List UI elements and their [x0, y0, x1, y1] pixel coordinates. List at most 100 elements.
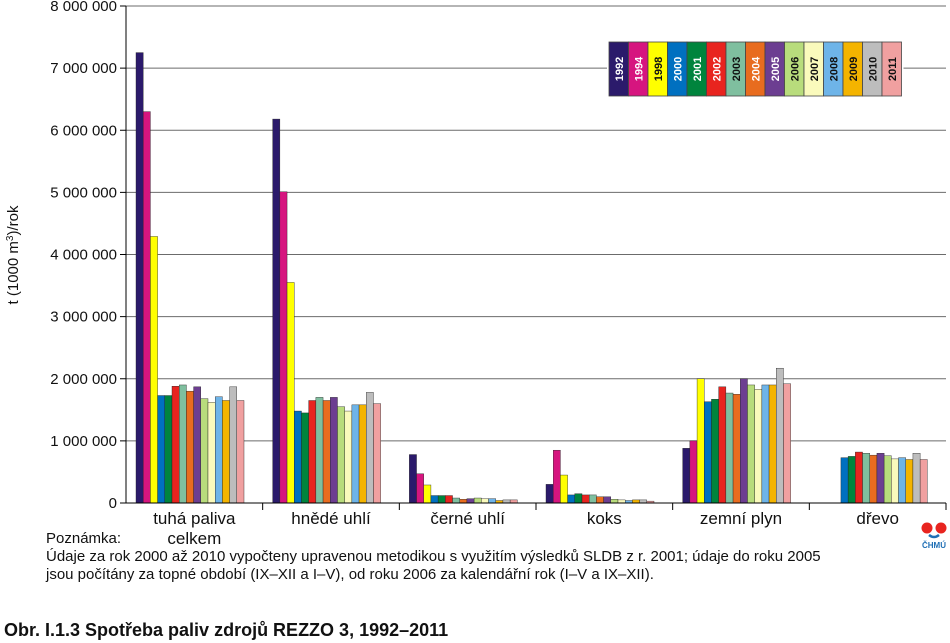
bar-2004-5: [869, 454, 878, 504]
bar-2008-2: [488, 498, 496, 504]
y-tick-labels: 0 1 000 000 2 000 000 3 000 000 4 000 000 5 0…: [50, 0, 117, 512]
bar-2000-2: [430, 495, 439, 504]
y-tick-label: 8 000 000: [50, 0, 117, 15]
legend-label-2001: 2001: [692, 57, 704, 81]
bar-2001-0: [164, 395, 173, 504]
bar-2005-1: [330, 397, 338, 504]
legend-label-2005: 2005: [770, 57, 782, 81]
bar-1994-2: [416, 473, 424, 504]
bars: [135, 52, 928, 504]
bar-2010-5: [912, 453, 921, 504]
bar-2000-3: [567, 494, 575, 504]
legend-label-2003: 2003: [731, 57, 743, 81]
bar-2010-0: [229, 386, 238, 504]
bar-2006-5: [883, 455, 892, 504]
bar-2001-1: [301, 412, 309, 504]
bar-1994-4: [689, 440, 698, 504]
bar-1992-0: [135, 52, 144, 504]
bar-2008-4: [761, 384, 770, 504]
bar-2002-0: [171, 386, 180, 504]
bar-2003-4: [725, 392, 734, 504]
x-tick-label: černé uhlí: [430, 509, 505, 528]
bar-2011-4: [783, 383, 791, 504]
bar-2009-0: [222, 400, 230, 504]
bar-2003-0: [178, 384, 187, 504]
legend-label-2000: 2000: [672, 57, 684, 81]
bar-1992-1: [272, 118, 281, 504]
bar-2006-3: [610, 499, 619, 504]
bar-1994-3: [553, 449, 561, 504]
legend-label-2002: 2002: [711, 57, 723, 81]
x-tick-label: zemní plyn: [700, 509, 782, 528]
note-title: Poznámka:: [46, 530, 122, 547]
figure-caption: Obr. I.1.3 Spotřeba paliv zdrojů REZZO 3…: [4, 620, 449, 640]
legend-swatch-2011: [881, 41, 902, 97]
bar-2005-3: [603, 496, 611, 504]
x-tick-label: tuhá paliva: [153, 509, 236, 528]
legend-label-1998: 1998: [653, 57, 665, 81]
x-tick-label: dřevo: [856, 509, 899, 528]
legend-label-2011: 2011: [887, 57, 899, 81]
bar-2010-4: [776, 367, 784, 504]
bar-2004-0: [186, 390, 194, 504]
bar-2006-4: [747, 384, 755, 504]
legend: 1992 1994 1998 2000 2001 2002 2003 2004 2005 2006…: [607, 40, 904, 98]
bar-2007-0: [207, 402, 216, 504]
legend-label-2010: 2010: [867, 57, 879, 81]
y-tick-label: 1 000 000: [50, 433, 117, 450]
y-tick-label: 5 000 000: [50, 184, 117, 201]
bar-2004-4: [732, 394, 741, 504]
bar-2008-0: [214, 396, 223, 504]
bar-2011-0: [236, 400, 245, 504]
bar-2008-5: [898, 457, 906, 504]
bar-2000-5: [840, 457, 849, 504]
note-line-1: Údaje za rok 2000 až 2010 vypočteny upra…: [46, 548, 821, 565]
bar-2002-1: [308, 400, 317, 504]
bar-2003-1: [315, 397, 324, 504]
bar-2004-3: [596, 496, 604, 504]
y-tick-label: 4 000 000: [50, 247, 117, 264]
bar-2004-2: [459, 499, 468, 504]
legend-label-2004: 2004: [750, 56, 762, 81]
legend-label-2007: 2007: [809, 57, 821, 81]
bar-2011-1: [373, 403, 381, 504]
bar-1992-2: [409, 454, 417, 504]
y-tick-label: 3 000 000: [50, 309, 117, 326]
legend-label-2008: 2008: [828, 57, 840, 81]
bar-2000-1: [294, 410, 302, 504]
bar-2002-5: [855, 451, 863, 504]
bar-2005-0: [193, 386, 202, 504]
bar-1994-1: [279, 191, 288, 504]
legend-label-1994: 1994: [633, 56, 645, 81]
bar-2001-4: [711, 399, 719, 504]
bar-2005-5: [876, 453, 885, 504]
x-tick-label: koks: [587, 509, 622, 528]
bar-2000-0: [157, 395, 166, 504]
bar-1998-3: [560, 474, 568, 504]
bar-1998-2: [423, 484, 432, 504]
bar-2002-4: [718, 386, 727, 504]
bar-2008-1: [351, 404, 360, 504]
bar-2002-2: [445, 495, 453, 504]
bar-1998-0: [150, 236, 158, 504]
bar-1992-3: [545, 484, 554, 504]
bar-2003-2: [452, 497, 460, 504]
bar-2000-4: [704, 401, 712, 504]
bar-1998-4: [696, 378, 705, 504]
bar-2003-3: [589, 494, 597, 504]
bar-2009-4: [768, 384, 777, 504]
note-line-2: jsou počítány za topné období (IX–XII a …: [46, 566, 654, 583]
bar-2006-2: [473, 497, 482, 504]
y-tick-label: 6 000 000: [50, 122, 117, 139]
bar-1994-0: [142, 111, 151, 504]
bar-2005-4: [740, 378, 748, 504]
chmu-logo: ČHMÚ: [921, 522, 947, 550]
fuel-consumption-chart: 0 1 000 000 2 000 000 3 000 000 4 000 000 5 0…: [5, 0, 947, 548]
bar-2006-0: [200, 398, 209, 504]
bar-2009-1: [358, 404, 367, 504]
bar-1998-1: [286, 282, 295, 504]
x-tick-label: hnědé uhlí: [291, 509, 371, 528]
bar-2001-3: [574, 493, 583, 504]
y-tick-label: 7 000 000: [50, 60, 117, 77]
